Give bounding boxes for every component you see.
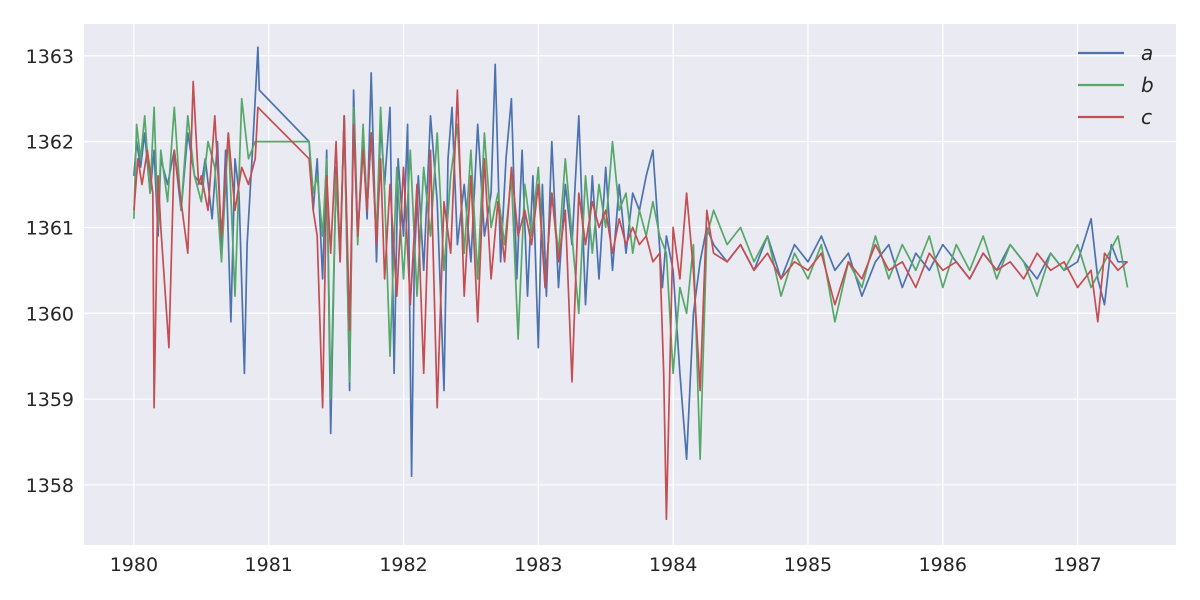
- series-line-c: [133, 80, 1129, 521]
- x-axis-ticks: 1980 1981 1982 1983 1984 1985 1986 1987: [110, 554, 1102, 576]
- legend-label-a: a: [1141, 41, 1153, 65]
- y-tick-label: 1362: [26, 132, 74, 154]
- y-tick-label: 1363: [26, 46, 74, 68]
- y-tick-label: 1361: [26, 217, 74, 239]
- y-tick-label: 1360: [26, 303, 74, 325]
- plot-area: [84, 24, 1176, 545]
- legend: abc: [1078, 41, 1154, 129]
- legend-label-c: c: [1141, 105, 1152, 129]
- grid: [84, 24, 1176, 545]
- series-lines: [133, 46, 1129, 521]
- x-tick-label: 1982: [379, 554, 427, 576]
- x-tick-label: 1987: [1053, 554, 1101, 576]
- x-tick-label: 1983: [514, 554, 562, 576]
- series-line-b: [133, 97, 1129, 461]
- y-axis-ticks: 1358 1359 1360 1361 1362 1363: [26, 46, 74, 497]
- x-tick-label: 1984: [649, 554, 697, 576]
- x-tick-label: 1981: [245, 554, 293, 576]
- y-tick-label: 1359: [26, 389, 74, 411]
- series-line-a: [133, 46, 1128, 478]
- y-tick-label: 1358: [26, 475, 74, 497]
- x-tick-label: 1986: [919, 554, 967, 576]
- x-tick-label: 1980: [110, 554, 158, 576]
- legend-label-b: b: [1141, 73, 1154, 97]
- x-tick-label: 1985: [784, 554, 832, 576]
